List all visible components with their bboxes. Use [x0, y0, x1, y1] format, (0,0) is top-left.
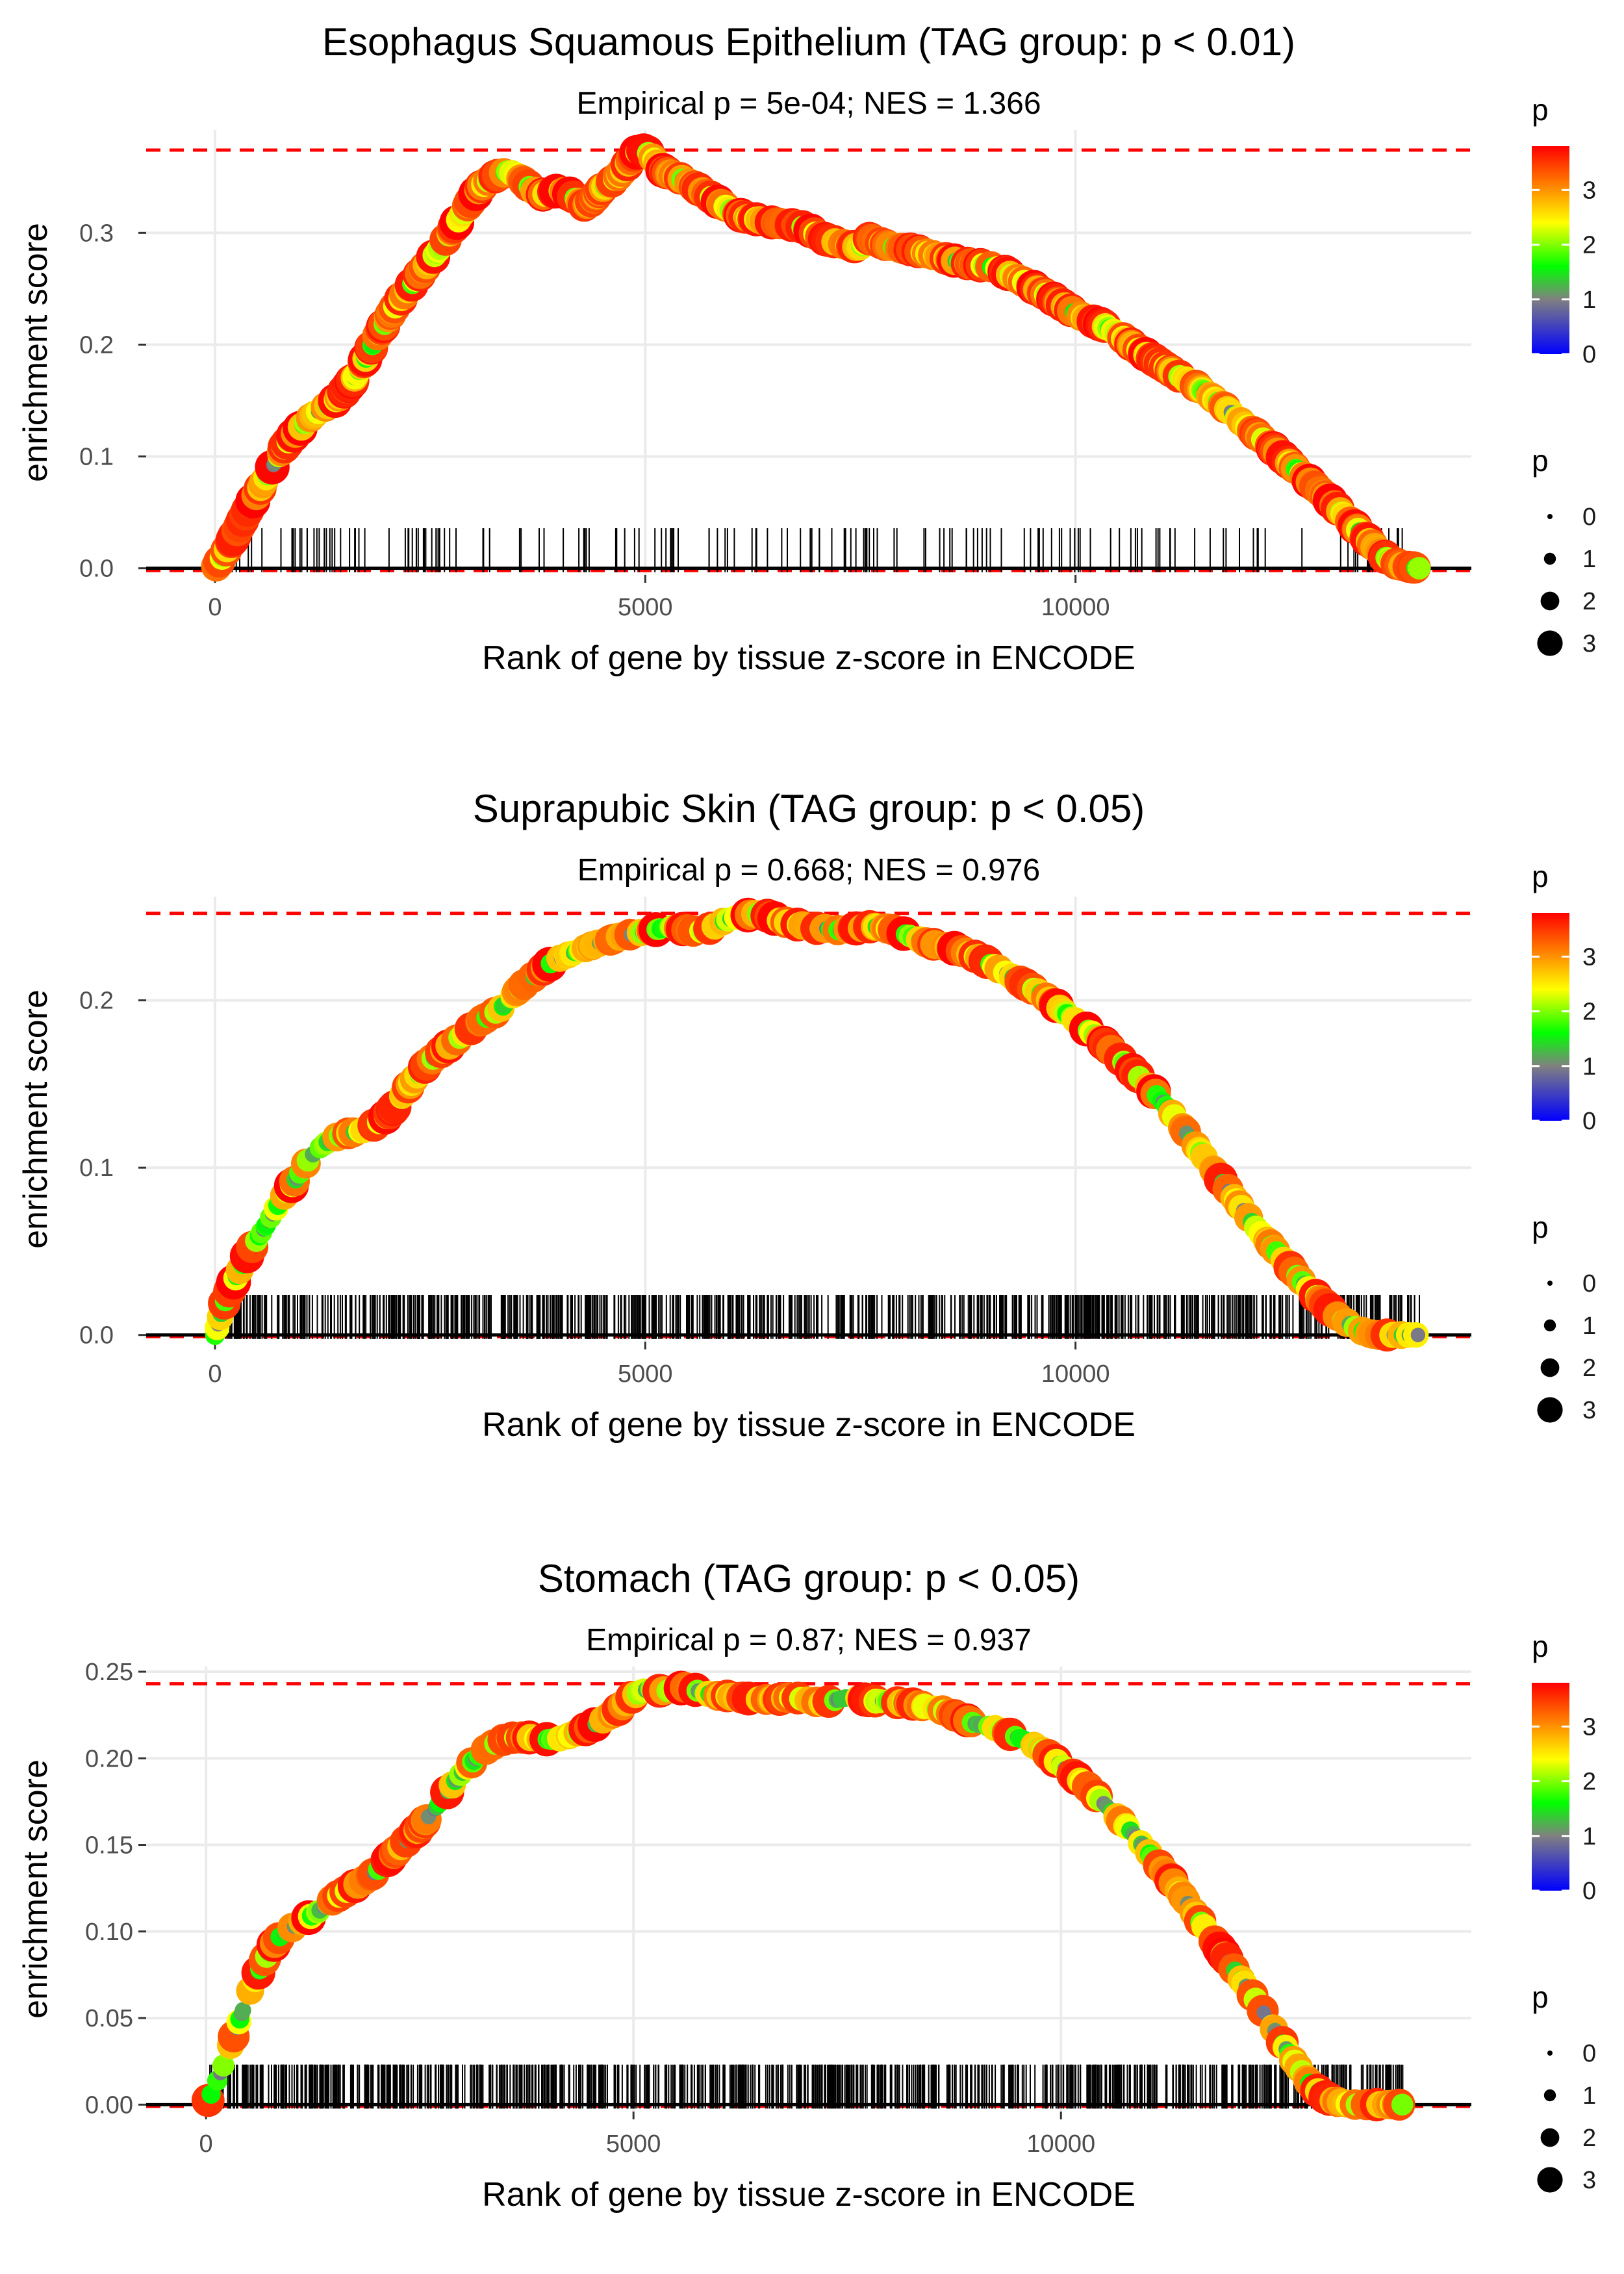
chart-subtitle: Empirical p = 5e-04; NES = 1.366 — [576, 86, 1041, 121]
x-tick-label: 5000 — [618, 1361, 673, 1388]
color-legend-label: 0 — [1582, 341, 1596, 368]
gene-points — [205, 897, 1429, 1352]
size-legend-title: p — [1532, 1980, 1549, 2014]
color-bar — [1532, 913, 1569, 1121]
color-legend-title: p — [1532, 860, 1549, 893]
size-legend-title: p — [1532, 444, 1549, 478]
y-tick-label: 0.20 — [85, 1745, 133, 1772]
x-tick-label: 10000 — [1041, 594, 1110, 621]
size-legend-dot — [1543, 552, 1556, 565]
size-legend-dot — [1537, 630, 1563, 656]
color-bar — [1532, 1683, 1569, 1891]
size-legend-label: 3 — [1582, 2167, 1596, 2194]
y-tick-label: 0.25 — [85, 1659, 133, 1686]
color-legend-title: p — [1532, 93, 1549, 127]
y-axis-title: enrichment score — [17, 1759, 55, 2019]
y-tick-label: 0.1 — [79, 444, 114, 471]
color-legend-label: 3 — [1582, 177, 1596, 204]
color-legend-label: 1 — [1582, 287, 1596, 314]
size-legend-dot — [1547, 1281, 1553, 1286]
y-tick-label: 0.0 — [79, 1322, 114, 1349]
x-tick-label: 0 — [208, 594, 222, 621]
size-legend-dot — [1547, 514, 1553, 519]
color-legend-label: 2 — [1582, 999, 1596, 1026]
size-legend-label: 1 — [1582, 1312, 1596, 1340]
size-legend-label: 0 — [1582, 504, 1596, 531]
color-legend-label: 3 — [1582, 943, 1596, 971]
gridlines — [146, 130, 1471, 575]
y-tick-label: 0.15 — [85, 1832, 133, 1859]
size-legend-dot — [1543, 2089, 1556, 2102]
color-legend-label: 1 — [1582, 1823, 1596, 1850]
color-legend-label: 1 — [1582, 1053, 1596, 1080]
size-legend-label: 1 — [1582, 2082, 1596, 2110]
y-tick-label: 0.3 — [79, 220, 114, 247]
color-bar — [1532, 146, 1569, 354]
y-axis-title: enrichment score — [17, 990, 55, 1249]
x-axis-title: Rank of gene by tissue z-score in ENCODE — [482, 639, 1136, 677]
size-legend-dot — [1540, 1358, 1560, 1377]
x-axis-title: Rank of gene by tissue z-score in ENCODE — [482, 1406, 1136, 1444]
hit-rug — [223, 528, 1403, 572]
size-legend-label: 1 — [1582, 546, 1596, 573]
hit-rug — [216, 1295, 1420, 1339]
gene-points — [191, 1670, 1415, 2122]
gene-point — [1410, 1327, 1426, 1342]
x-tick-label: 10000 — [1041, 1361, 1110, 1388]
size-legend-dot — [1547, 2050, 1553, 2056]
x-tick-label: 5000 — [606, 2130, 661, 2158]
color-legend-label: 2 — [1582, 1769, 1596, 1796]
chart-title: Esophagus Squamous Epithelium (TAG group… — [322, 20, 1295, 64]
size-legend-label: 2 — [1582, 2125, 1596, 2152]
y-tick-label: 0.10 — [85, 1919, 133, 1946]
size-legend-label: 2 — [1582, 1355, 1596, 1382]
chart-title: Suprapubic Skin (TAG group: p < 0.05) — [473, 787, 1145, 830]
chart-panel-2: Suprapubic Skin (TAG group: p < 0.05) Emp… — [17, 787, 1596, 1444]
size-legend-label: 0 — [1582, 1270, 1596, 1297]
y-tick-label: 0.05 — [85, 2005, 133, 2032]
gene-point — [235, 2002, 251, 2019]
hit-rug — [209, 2064, 1404, 2109]
size-legend-title: p — [1532, 1210, 1549, 1244]
x-tick-label: 5000 — [618, 594, 673, 621]
y-tick-label: 0.2 — [79, 988, 114, 1015]
size-legend-label: 0 — [1582, 2040, 1596, 2067]
size-legend-dot — [1540, 591, 1560, 611]
x-tick-label: 0 — [199, 2130, 213, 2158]
enrichment-curve — [213, 148, 1420, 570]
x-tick-label: 10000 — [1026, 2130, 1095, 2158]
size-legend-label: 3 — [1582, 630, 1596, 658]
gene-point — [1408, 557, 1431, 580]
size-legend-dot — [1537, 2167, 1563, 2193]
chart-subtitle: Empirical p = 0.668; NES = 0.976 — [577, 853, 1040, 888]
y-tick-label: 0.2 — [79, 331, 114, 359]
color-legend-title: p — [1532, 1629, 1549, 1663]
y-axis-title: enrichment score — [17, 223, 55, 482]
chart-panel-1: Esophagus Squamous Epithelium (TAG group… — [17, 20, 1596, 677]
size-legend-dot — [1540, 2128, 1560, 2147]
gene-point — [1391, 2093, 1414, 2116]
y-tick-label: 0.1 — [79, 1155, 114, 1182]
size-legend-label: 2 — [1582, 588, 1596, 615]
size-legend-dot — [1543, 1319, 1556, 1332]
color-legend-label: 0 — [1582, 1878, 1596, 1905]
gene-points — [201, 133, 1431, 584]
color-legend-label: 0 — [1582, 1108, 1596, 1135]
x-axis-title: Rank of gene by tissue z-score in ENCODE — [482, 2176, 1136, 2214]
enrichment-curve — [204, 1685, 1403, 2106]
chart-title: Stomach (TAG group: p < 0.05) — [538, 1557, 1080, 1600]
x-tick-label: 0 — [208, 1361, 222, 1388]
gene-point — [212, 2054, 235, 2077]
color-legend-label: 3 — [1582, 1713, 1596, 1741]
chart-panel-3: Stomach (TAG group: p < 0.05) Empirical p… — [17, 1557, 1596, 2214]
color-legend-label: 2 — [1582, 232, 1596, 259]
size-legend-label: 3 — [1582, 1397, 1596, 1424]
y-tick-label: 0.0 — [79, 556, 114, 583]
chart-subtitle: Empirical p = 0.87; NES = 0.937 — [586, 1623, 1032, 1657]
y-tick-label: 0.00 — [85, 2091, 133, 2119]
size-legend-dot — [1537, 1397, 1563, 1423]
